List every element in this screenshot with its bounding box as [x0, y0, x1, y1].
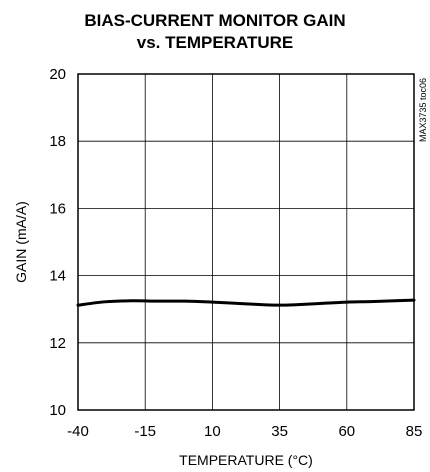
x-tick-label: 10	[204, 423, 221, 440]
x-tick-label: -15	[134, 423, 156, 440]
x-tick-labels: -40 -15 10 35 60 85	[67, 423, 422, 440]
x-tick-label: 35	[271, 423, 288, 440]
y-axis-label: GAIN (mA/A)	[13, 201, 29, 283]
figure-id-label: MAX3735 toc06	[418, 78, 428, 142]
y-tick-label: 20	[49, 66, 66, 83]
y-tick-label: 10	[49, 402, 66, 419]
chart-title-line1: BIAS-CURRENT MONITOR GAIN	[84, 11, 345, 30]
x-tick-label: 60	[338, 423, 355, 440]
x-axis-label: TEMPERATURE (°C)	[179, 452, 313, 468]
x-tick-label: -40	[67, 423, 89, 440]
y-tick-labels: 10 12 14 16 18 20	[49, 66, 66, 419]
y-tick-label: 12	[49, 335, 66, 352]
y-tick-label: 16	[49, 200, 66, 217]
gain-series-line	[76, 298, 416, 307]
chart-title-line2: vs. TEMPERATURE	[137, 33, 294, 52]
x-tick-label: 85	[406, 423, 423, 440]
y-tick-label: 14	[49, 268, 66, 285]
y-tick-label: 18	[49, 133, 66, 150]
grid	[78, 74, 414, 410]
plot-frame	[77, 73, 415, 411]
